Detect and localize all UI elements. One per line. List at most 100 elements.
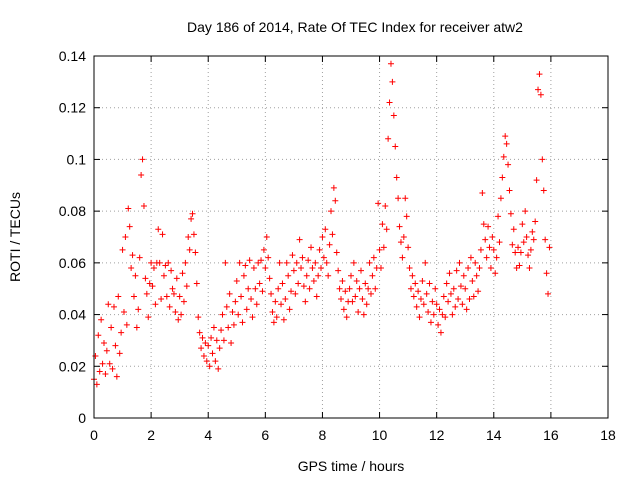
data-point	[106, 360, 113, 367]
data-point	[223, 303, 230, 310]
x-tick-label: 8	[319, 427, 327, 443]
data-point	[497, 195, 504, 202]
data-point	[126, 223, 133, 230]
data-point	[296, 236, 303, 243]
data-point	[282, 296, 289, 303]
data-point	[393, 174, 400, 181]
data-point	[128, 265, 135, 272]
data-point	[146, 280, 153, 287]
data-point	[486, 244, 493, 251]
data-points	[91, 60, 553, 388]
data-point	[515, 244, 522, 251]
data-point	[280, 316, 287, 323]
data-point	[537, 91, 544, 98]
data-point	[178, 311, 185, 318]
data-point	[272, 298, 279, 305]
data-point	[185, 234, 192, 240]
data-point	[190, 231, 197, 238]
data-point	[329, 231, 336, 238]
data-point	[427, 319, 434, 326]
data-point	[545, 290, 552, 297]
x-tick-label: 4	[204, 427, 212, 443]
data-point	[286, 306, 293, 313]
data-point	[310, 277, 317, 284]
data-point	[519, 221, 526, 228]
data-point	[133, 324, 140, 331]
data-point	[535, 86, 542, 93]
data-point	[423, 290, 430, 297]
data-point	[479, 190, 486, 197]
data-point	[255, 259, 262, 266]
data-point	[249, 314, 256, 321]
data-point	[172, 308, 179, 315]
data-point	[270, 319, 277, 326]
data-point	[262, 265, 269, 272]
data-point	[252, 285, 259, 292]
data-point	[122, 234, 129, 240]
data-point	[402, 195, 409, 202]
data-point	[150, 265, 157, 272]
data-point	[243, 306, 250, 313]
data-point	[95, 332, 102, 339]
data-point	[318, 265, 325, 272]
data-point	[285, 272, 292, 279]
data-point	[125, 205, 132, 212]
data-point	[96, 368, 103, 375]
data-point	[320, 254, 327, 261]
data-point	[455, 296, 462, 303]
data-point	[529, 228, 536, 235]
data-point	[305, 257, 312, 264]
y-tick-label: 0.14	[59, 48, 86, 64]
data-point	[446, 270, 453, 277]
data-point	[313, 293, 320, 300]
x-tick-label: 2	[147, 427, 155, 443]
data-point	[367, 290, 374, 297]
data-point	[195, 314, 202, 321]
data-point	[202, 340, 209, 347]
data-point	[520, 239, 527, 246]
data-point	[499, 174, 506, 181]
data-point	[457, 283, 464, 290]
data-point	[460, 272, 467, 279]
data-point	[148, 259, 155, 266]
x-tick-label: 12	[429, 427, 445, 443]
data-point	[522, 208, 529, 215]
data-point	[392, 143, 399, 150]
data-point	[139, 156, 146, 163]
data-point	[129, 252, 136, 259]
data-point	[230, 321, 237, 328]
data-point	[466, 296, 473, 303]
data-point	[439, 311, 446, 318]
data-point	[160, 272, 167, 279]
data-point	[216, 345, 223, 352]
data-point	[113, 373, 120, 380]
data-point	[322, 226, 329, 233]
data-point	[245, 285, 252, 292]
data-point	[502, 133, 509, 140]
data-point	[239, 319, 246, 326]
data-point	[226, 290, 233, 297]
x-tick-label: 10	[372, 427, 388, 443]
x-tick-label: 0	[90, 427, 98, 443]
data-point	[218, 327, 225, 334]
data-point	[225, 324, 232, 331]
data-point	[278, 301, 285, 308]
data-point	[400, 234, 407, 240]
data-point	[416, 314, 423, 321]
data-point	[248, 296, 255, 303]
y-tick-label: 0.04	[59, 307, 86, 323]
data-point	[473, 272, 480, 279]
data-point	[449, 311, 456, 318]
data-point	[259, 288, 266, 295]
data-point	[196, 329, 203, 336]
data-point	[118, 329, 125, 336]
data-point	[123, 321, 130, 328]
data-point	[349, 298, 356, 305]
data-point	[315, 272, 322, 279]
data-point	[109, 365, 116, 372]
x-tick-label: 14	[486, 427, 502, 443]
data-point	[339, 277, 346, 284]
data-point	[210, 324, 217, 331]
data-point	[246, 257, 253, 264]
